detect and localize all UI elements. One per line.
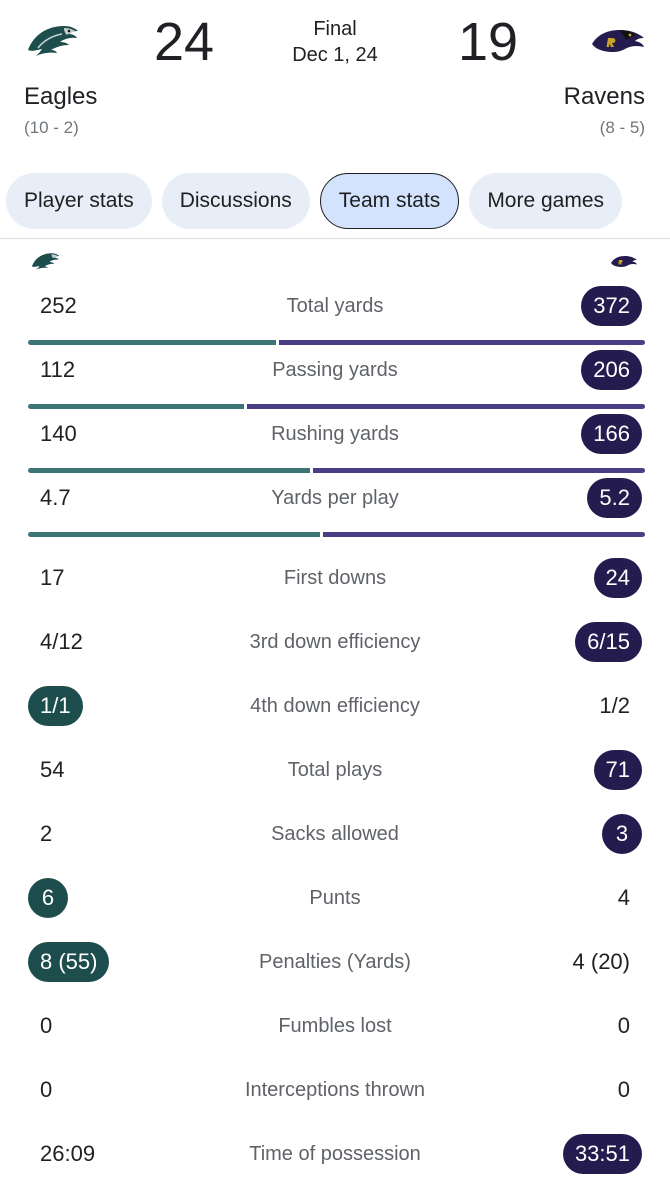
away-stat-value: 372: [581, 286, 642, 326]
home-stat-value: 0: [40, 1077, 53, 1102]
away-stat-value: 5.2: [587, 478, 642, 518]
away-stat-value: 24: [593, 558, 642, 598]
stat-row: 8 (55) Penalties (Yards) 4 (20): [0, 930, 670, 994]
away-score: 19: [458, 12, 519, 72]
away-stat-value: 33:51: [562, 1134, 642, 1174]
stat-row: 0 Interceptions thrown 0: [0, 1058, 670, 1122]
home-stat-value: 1/1: [28, 686, 83, 726]
stat-label: Yards per play: [271, 487, 399, 509]
away-stat-value: 4 (20): [572, 949, 630, 974]
stat-row: 4/12 3rd down efficiency 6/15: [0, 610, 670, 674]
tab-player-stats[interactable]: Player stats: [6, 173, 152, 229]
stat-label: Total plays: [287, 759, 383, 781]
home-stat-value: 6: [28, 878, 68, 918]
stat-row: 140 Rushing yards 166: [0, 402, 670, 473]
stat-comparison-bar: [28, 404, 645, 409]
stat-label: Time of possession: [249, 1143, 421, 1165]
tab-discussions[interactable]: Discussions: [161, 173, 310, 229]
stat-row: 17 First downs 24: [0, 546, 670, 610]
tab-team-stats[interactable]: Team stats: [319, 173, 460, 229]
home-stat-value: 0: [40, 1013, 53, 1038]
stat-label: Punts: [309, 887, 361, 909]
home-team-record: (10 - 2): [24, 118, 79, 137]
stat-row: 0 Fumbles lost 0: [0, 994, 670, 1058]
stat-label: Penalties (Yards): [259, 951, 411, 973]
away-stat-value: 0: [617, 1013, 630, 1038]
team-stats-list: 252 Total yards 372 112 Passing yards 206 140 R…: [0, 274, 670, 1186]
stat-row: 112 Passing yards 206: [0, 338, 670, 409]
home-stat-value: 8 (55): [28, 942, 110, 982]
stat-label: Fumbles lost: [278, 1015, 392, 1037]
stat-row: 54 Total plays 71: [0, 738, 670, 802]
home-stat-value: 4/12: [40, 629, 83, 654]
ravens-mini-logo-icon: [606, 252, 642, 272]
stat-row: 252 Total yards 372: [0, 274, 670, 345]
home-score: 24: [154, 12, 215, 72]
stat-label: 4th down efficiency: [250, 695, 420, 717]
stat-label: 3rd down efficiency: [249, 631, 421, 653]
home-team-name[interactable]: Eagles: [24, 83, 98, 110]
tab-more-games[interactable]: More games: [469, 173, 623, 229]
away-stat-value: 71: [593, 750, 642, 790]
home-stat-value: 17: [40, 565, 65, 590]
stat-label: Sacks allowed: [271, 823, 399, 845]
ravens-logo-icon[interactable]: [590, 22, 646, 62]
home-share-bar: [28, 404, 244, 409]
away-stat-value: 206: [581, 350, 642, 390]
stat-comparison-bar: [28, 340, 645, 345]
home-stat-value: 26:09: [40, 1141, 96, 1166]
game-date: Dec 1, 24: [292, 44, 378, 66]
away-share-bar: [322, 532, 645, 537]
stat-label: First downs: [283, 567, 387, 589]
away-stat-value: 1/2: [599, 693, 630, 718]
tab-divider: [0, 238, 670, 239]
home-stat-value: 54: [40, 757, 65, 782]
away-share-bar: [246, 404, 645, 409]
stat-row: 6 Punts 4: [0, 866, 670, 930]
stat-row: 26:09 Time of possession 33:51: [0, 1122, 670, 1186]
game-status-label: Final: [313, 18, 357, 40]
away-team-record: (8 - 5): [599, 118, 645, 137]
away-stat-value: 3: [602, 814, 642, 854]
home-stat-value: 112: [40, 357, 76, 382]
away-stat-value: 166: [581, 414, 642, 454]
eagles-logo-icon[interactable]: [24, 20, 80, 64]
away-stat-value: 4: [617, 885, 630, 910]
home-stat-value: 252: [40, 293, 77, 318]
stat-row: 4.7 Yards per play 5.2: [0, 466, 670, 537]
stat-label: Passing yards: [272, 359, 398, 381]
away-stat-value: 6/15: [575, 622, 642, 662]
tab-bar: Player stats Discussions Team stats More…: [6, 173, 670, 229]
home-stat-value: 4.7: [40, 485, 71, 510]
eagles-mini-logo-icon: [27, 250, 63, 274]
away-share-bar: [312, 468, 645, 473]
home-share-bar: [28, 468, 310, 473]
stat-label: Rushing yards: [271, 423, 399, 445]
scoreboard-header: 24 Final Dec 1, 24 19 Eagles Ravens (10 …: [0, 0, 670, 160]
stat-row: 2 Sacks allowed 3: [0, 802, 670, 866]
away-share-bar: [278, 340, 645, 345]
home-share-bar: [28, 532, 320, 537]
stat-comparison-bar: [28, 468, 645, 473]
away-team-name[interactable]: Ravens: [563, 83, 645, 110]
stat-label: Total yards: [286, 295, 384, 317]
stat-row: 1/1 4th down efficiency 1/2: [0, 674, 670, 738]
home-share-bar: [28, 340, 276, 345]
stat-label: Interceptions thrown: [244, 1079, 426, 1101]
away-stat-value: 0: [617, 1077, 630, 1102]
home-stat-value: 140: [40, 421, 77, 446]
home-stat-value: 2: [40, 821, 53, 846]
game-status: Final Dec 1, 24: [270, 16, 400, 68]
stat-comparison-bar: [28, 532, 645, 537]
